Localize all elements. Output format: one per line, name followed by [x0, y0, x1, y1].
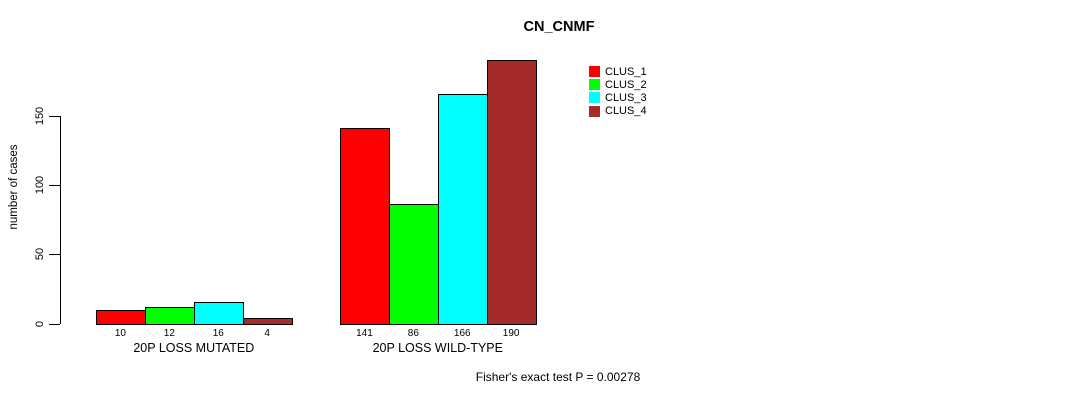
y-tick-mark: [48, 185, 60, 187]
bar-clus_2: [144, 307, 195, 325]
bar-value-label: 4: [264, 328, 270, 339]
bar-clus_3: [193, 301, 244, 325]
bar-clus_4: [486, 60, 537, 325]
legend-label-clus_1: CLUS_1: [605, 65, 647, 78]
bar-value-label: 86: [407, 328, 419, 339]
y-tick-label: 0: [34, 320, 46, 327]
y-tick-mark: [48, 254, 60, 256]
fisher-test-annotation: Fisher's exact test P = 0.00278: [475, 370, 641, 384]
y-tick-label: 100: [34, 175, 46, 195]
y-tick-mark: [48, 115, 60, 117]
legend-label-clus_2: CLUS_2: [605, 78, 647, 91]
legend-label-clus_4: CLUS_4: [605, 105, 647, 118]
legend-swatch-clus_4: [589, 105, 600, 117]
y-tick-mark: [48, 323, 60, 325]
bar-value-label: 166: [453, 328, 471, 339]
bar-clus_1: [96, 309, 146, 325]
bar-value-label: 10: [114, 328, 126, 339]
y-tick-label: 50: [34, 248, 46, 261]
y-tick-label: 150: [34, 106, 46, 125]
legend-swatch-clus_3: [589, 92, 600, 104]
bar-value-label: 141: [356, 328, 373, 339]
legend-label-clus_3: CLUS_3: [605, 91, 647, 104]
y-axis-line: [59, 115, 61, 324]
bar-clus_1: [340, 128, 390, 325]
bar-clus_2: [388, 204, 439, 325]
bar-clus_4: [242, 318, 293, 325]
bar-clus_3: [437, 93, 488, 325]
x-category-label: 20P LOSS MUTATED: [133, 341, 255, 355]
legend-swatch-clus_1: [589, 66, 600, 77]
chart-title: CN_CNMF: [523, 19, 595, 35]
bar-value-label: 12: [163, 328, 175, 339]
x-category-label: 20P LOSS WILD-TYPE: [372, 341, 503, 355]
legend-swatch-clus_2: [589, 79, 600, 91]
y-axis-label: number of cases: [8, 144, 20, 230]
bar-value-label: 16: [212, 328, 224, 339]
bar-value-label: 190: [502, 328, 520, 339]
